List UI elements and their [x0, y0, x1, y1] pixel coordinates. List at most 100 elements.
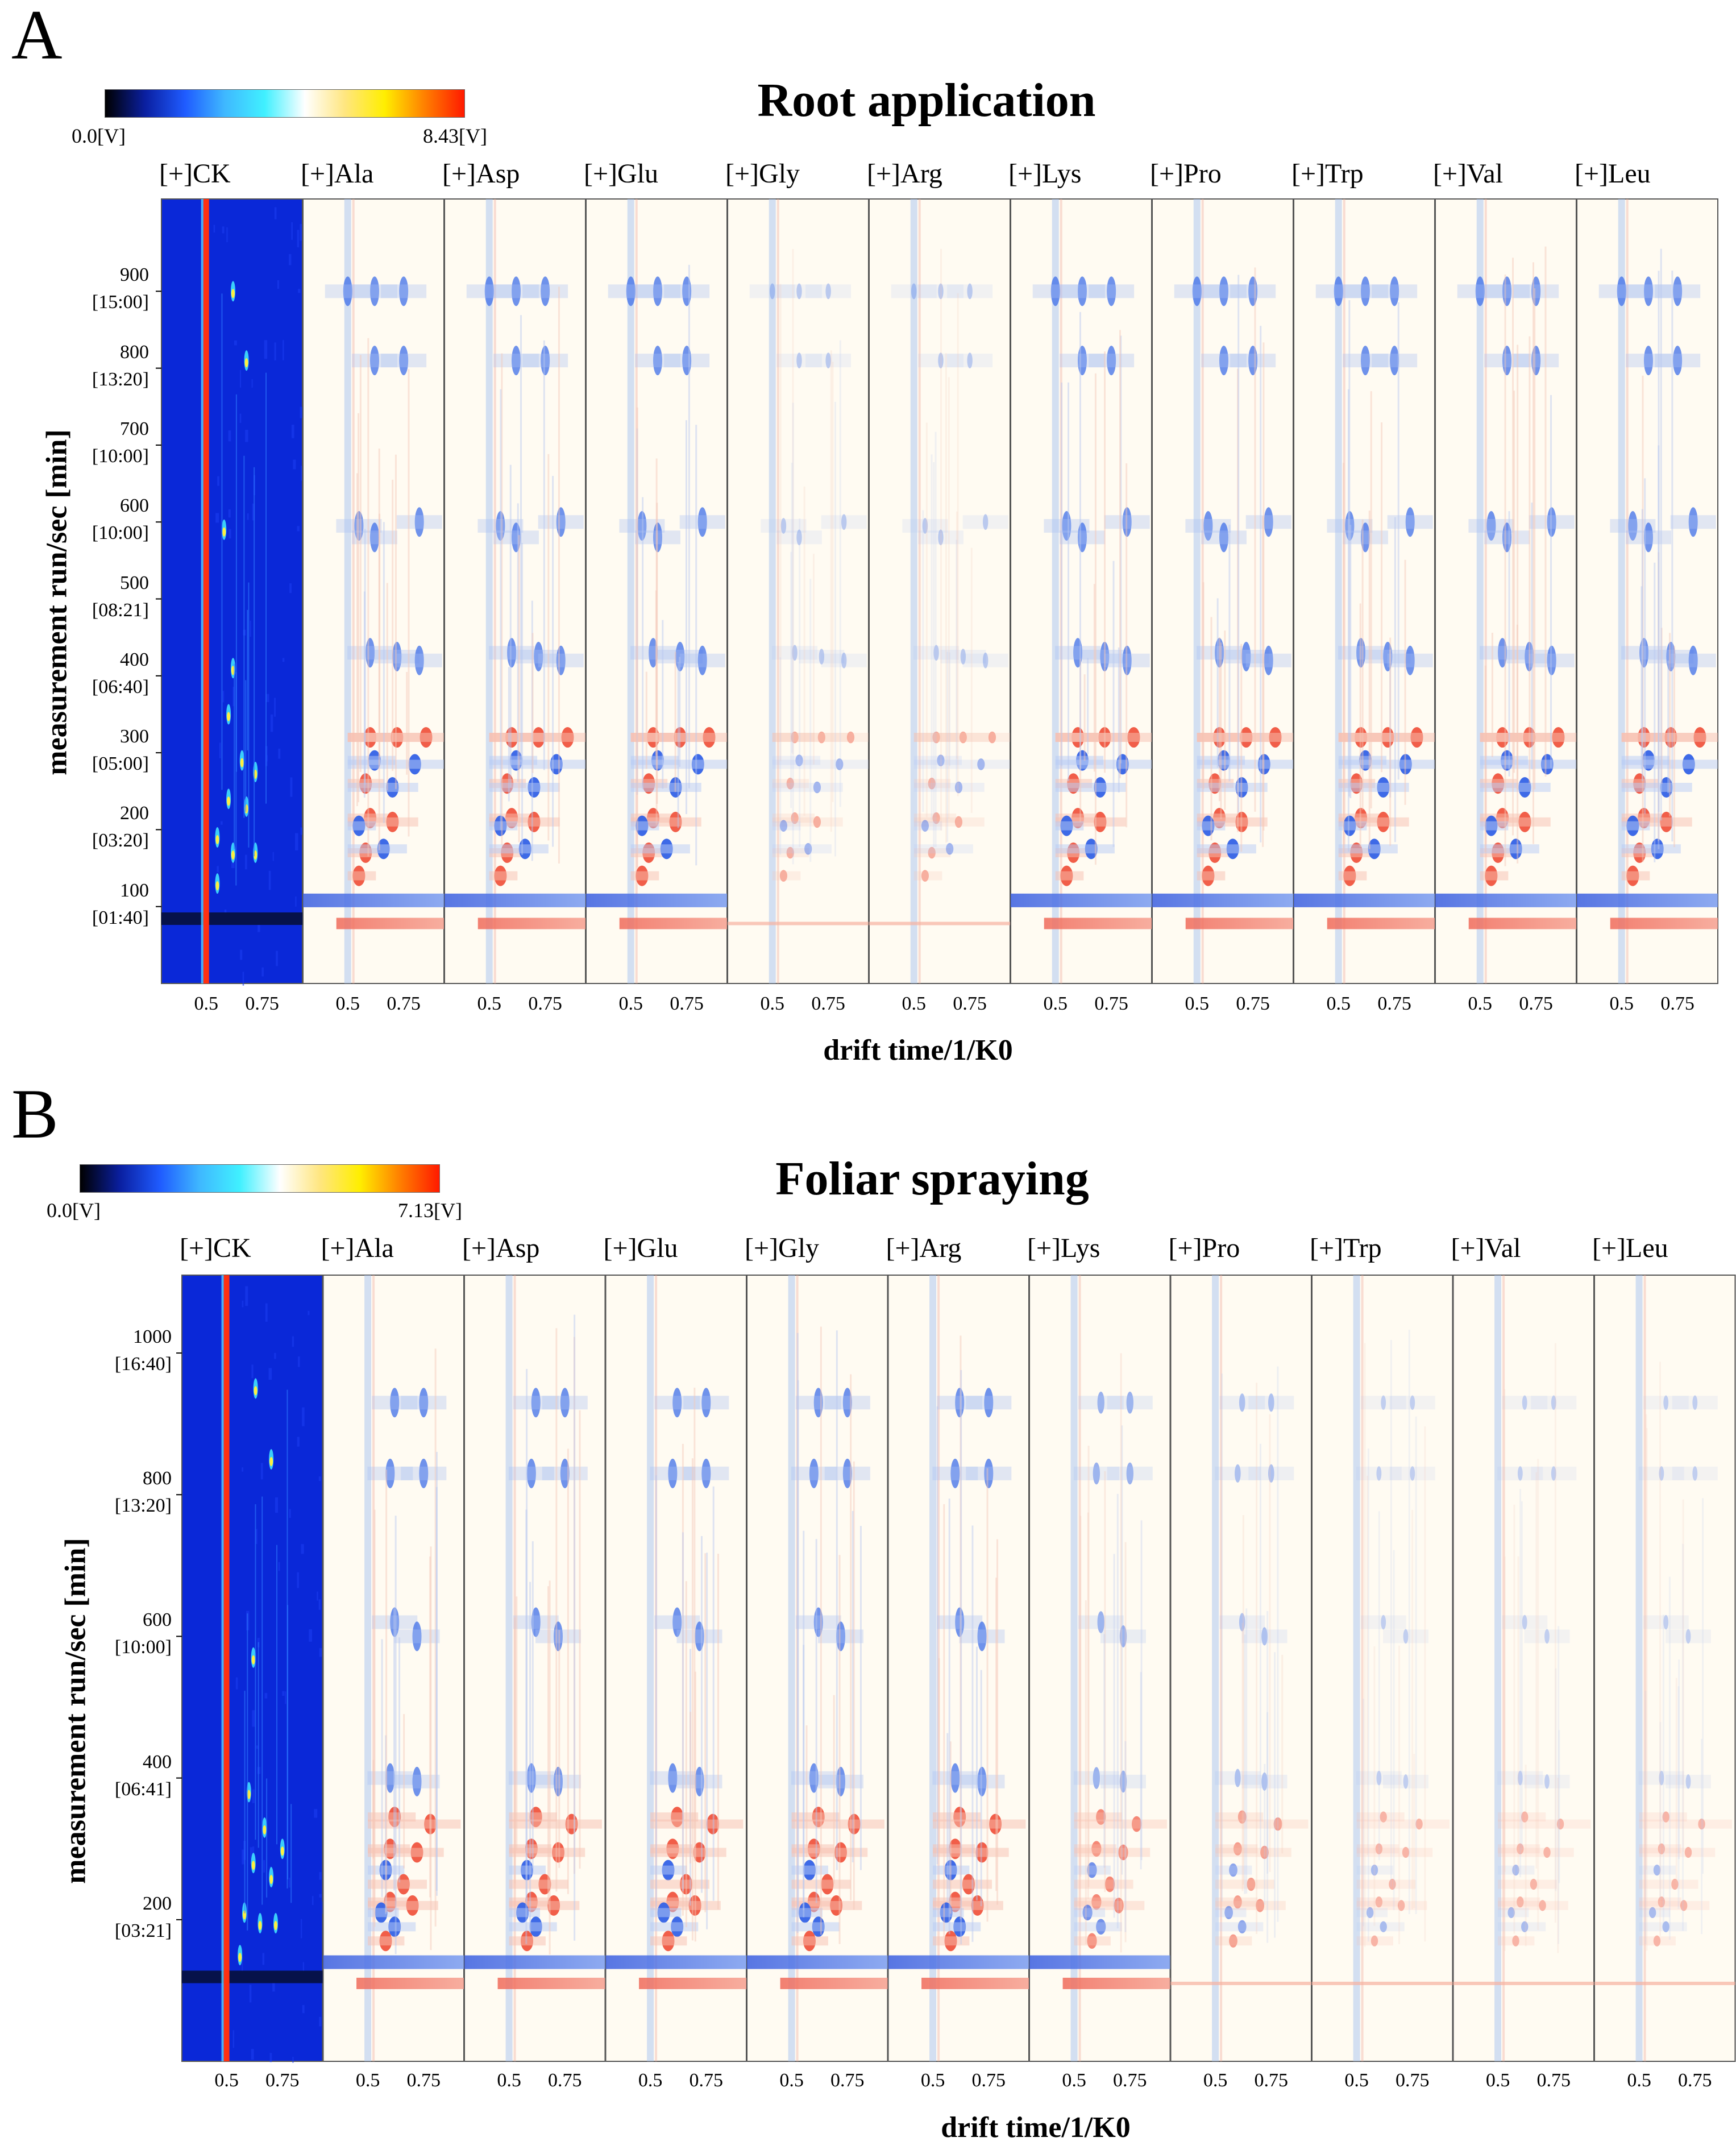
x-tick-label: 0.75: [830, 2070, 865, 2091]
x-tick-label: 0.75: [406, 2070, 441, 2091]
y-tick-label: 500: [120, 572, 149, 594]
treatment-label: [+]Val: [1433, 159, 1504, 189]
y-tick-sublabel: [06:41]: [114, 1778, 172, 1800]
x-tick-label: 0.75: [1236, 993, 1270, 1014]
treatment-label: [+]Asp: [442, 159, 520, 189]
heatmap-panel-ck: [161, 198, 304, 986]
heatmap-panel-ala: [302, 198, 445, 984]
x-axis-label-b: drift time/1/K0: [941, 2111, 1131, 2144]
x-tick-label: 0.75: [1660, 993, 1695, 1014]
heatmap-panel-glu: [605, 1275, 747, 2062]
colorbar-a: [105, 89, 465, 118]
heatmap-panel-lys: [1029, 1275, 1171, 2062]
x-tick-label: 0.5: [638, 2070, 663, 2091]
heatmap-panel-gly: [727, 198, 869, 984]
treatment-label: [+]Asp: [462, 1233, 540, 1263]
x-tick-label: 0.75: [548, 2070, 582, 2091]
treatment-label: [+]Glu: [584, 159, 659, 189]
x-tick-label: 0.5: [920, 2070, 945, 2091]
y-tick-label: 400: [143, 1751, 172, 1773]
treatment-label: [+]Arg: [886, 1233, 962, 1263]
x-tick-label: 0.75: [245, 993, 279, 1014]
colorbar-max-label-b: 7.13[V]: [398, 1199, 462, 1222]
x-tick-label: 0.5: [1043, 993, 1068, 1014]
x-tick-label: 0.75: [528, 993, 562, 1014]
y-tick-sublabel: [06:40]: [92, 676, 149, 698]
heatmap-panel-pro: [1170, 1275, 1312, 2062]
treatment-label: [+]Ala: [321, 1233, 394, 1263]
x-tick-label: 0.75: [1094, 993, 1128, 1014]
y-tick-label: 800: [143, 1468, 172, 1489]
treatment-label: [+]Trp: [1310, 1233, 1382, 1263]
x-tick-label: 0.5: [497, 2070, 521, 2091]
y-tick-label: 400: [120, 649, 149, 670]
y-tick-label: 1000: [133, 1326, 172, 1348]
y-tick-label: 300: [120, 726, 149, 748]
heatmap-panel-trp: [1293, 198, 1435, 984]
chart-title-b: Foliar spraying: [775, 1152, 1089, 1205]
x-tick-label: 0.5: [760, 993, 784, 1014]
treatment-label: [+]Val: [1451, 1233, 1521, 1263]
x-tick-label: 0.5: [1203, 2070, 1228, 2091]
x-tick-label: 0.5: [1326, 993, 1351, 1014]
x-tick-label: 0.5: [194, 993, 218, 1014]
colorbar-min-label-a: 0.0[V]: [72, 124, 126, 147]
x-axis-label-a: drift time/1/K0: [823, 1034, 1013, 1066]
x-tick-label: 0.5: [1609, 993, 1634, 1014]
y-tick-label: 600: [143, 1609, 172, 1631]
treatment-label: [+]Lys: [1008, 159, 1082, 189]
x-tick-label: 0.75: [1678, 2070, 1712, 2091]
colorbar-max-label-a: 8.43[V]: [423, 124, 487, 147]
x-tick-label: 0.75: [670, 993, 704, 1014]
chart-title-a: Root application: [757, 74, 1096, 127]
treatment-label: [+]Pro: [1168, 1233, 1240, 1263]
heatmap-panel-ala: [322, 1275, 464, 2062]
x-tick-label: 0.5: [335, 993, 360, 1014]
treatment-label: [+]Glu: [603, 1233, 678, 1263]
y-tick-sublabel: [10:00]: [114, 1637, 172, 1658]
x-tick-label: 0.5: [355, 2070, 380, 2091]
treatment-label: [+]CK: [180, 1233, 251, 1263]
x-tick-label: 0.5: [214, 2070, 239, 2091]
x-tick-label: 0.5: [1485, 2070, 1510, 2091]
x-tick-label: 0.75: [1519, 993, 1553, 1014]
y-tick-sublabel: [08:21]: [92, 599, 149, 621]
heatmap-panel-val: [1435, 198, 1577, 984]
x-tick-label: 0.5: [1627, 2070, 1651, 2091]
x-tick-label: 0.5: [1062, 2070, 1086, 2091]
treatment-label: [+]Gly: [725, 159, 800, 189]
x-tick-label: 0.75: [953, 993, 987, 1014]
heatmap-panel-asp: [464, 1275, 606, 2062]
x-tick-label: 0.75: [265, 2070, 300, 2091]
y-tick-label: 800: [120, 341, 149, 363]
heatmap-panel-pro: [1152, 198, 1294, 984]
x-tick-label: 0.75: [1113, 2070, 1147, 2091]
y-tick-sublabel: [03:20]: [92, 830, 149, 852]
treatment-label: [+]Leu: [1575, 159, 1651, 189]
x-tick-label: 0.5: [1344, 2070, 1369, 2091]
y-tick-sublabel: [13:20]: [114, 1495, 172, 1517]
x-tick-label: 0.75: [811, 993, 845, 1014]
treatment-label: [+]Gly: [745, 1233, 820, 1263]
y-tick-label: 200: [120, 803, 149, 824]
heatmap-panel-trp: [1311, 1275, 1453, 2062]
x-tick-label: 0.5: [1468, 993, 1492, 1014]
heatmap-panel-arg: [869, 198, 1011, 984]
y-tick-sublabel: [13:20]: [92, 368, 149, 390]
heatmap-panel-lys: [1010, 198, 1152, 984]
x-tick-label: 0.75: [689, 2070, 724, 2091]
x-tick-label: 0.75: [1254, 2070, 1289, 2091]
treatment-label: [+]Pro: [1150, 159, 1222, 189]
y-tick-label: 700: [120, 418, 149, 439]
x-tick-label: 0.5: [779, 2070, 804, 2091]
treatment-label: [+]Leu: [1592, 1233, 1668, 1263]
y-tick-sublabel: [10:00]: [92, 445, 149, 467]
x-tick-label: 0.5: [902, 993, 926, 1014]
x-tick-label: 0.5: [477, 993, 501, 1014]
colorbar-b: [80, 1164, 440, 1193]
x-tick-label: 0.75: [971, 2070, 1006, 2091]
x-tick-label: 0.5: [618, 993, 643, 1014]
treatment-label: [+]CK: [159, 159, 231, 189]
y-tick-label: 900: [120, 264, 149, 286]
